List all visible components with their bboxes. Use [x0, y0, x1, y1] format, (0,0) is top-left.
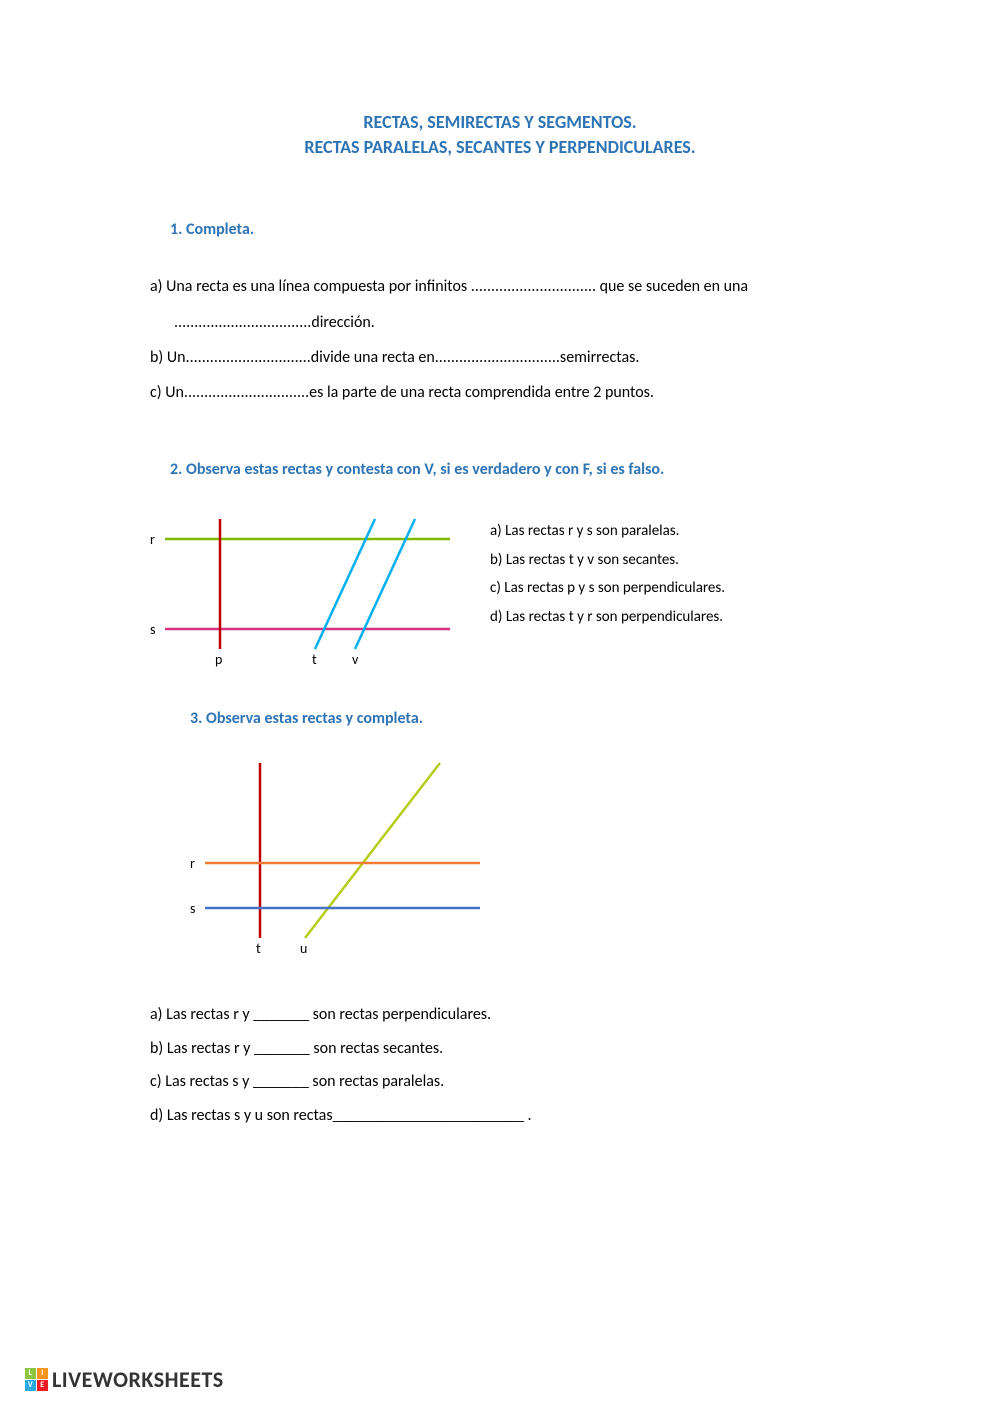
page-title: RECTAS, SEMIRECTAS Y SEGMENTOS. RECTAS P…	[150, 110, 850, 160]
ex1-b: b) Un...............................divi…	[150, 340, 850, 375]
logo-cell: I	[37, 1368, 48, 1379]
ex1-heading: 1. Completa.	[150, 220, 850, 239]
title-line1: RECTAS, SEMIRECTAS Y SEGMENTOS.	[150, 110, 850, 135]
label-u3: u	[300, 940, 307, 957]
label-s: s	[150, 621, 155, 638]
ex3-heading: 3. Observa estas rectas y completa.	[150, 709, 850, 728]
ex2-d: d) Las rectas t y r son perpendiculares.	[490, 603, 725, 632]
ex2-c: c) Las rectas p y s son perpendiculares.	[490, 574, 725, 603]
label-p: p	[215, 651, 222, 668]
footer: L I V E LIVEWORKSHEETS	[25, 1366, 224, 1393]
ex3-diagram: r s t u	[180, 758, 500, 958]
logo-cell: E	[37, 1380, 48, 1391]
footer-logo-icon: L I V E	[25, 1368, 48, 1391]
title-line2: RECTAS PARALELAS, SECANTES Y PERPENDICUL…	[150, 135, 850, 160]
label-r3: r	[190, 855, 195, 872]
ex3-answers: a) Las rectas r y _______ son rectas per…	[150, 998, 850, 1132]
label-t: t	[312, 651, 317, 668]
exercise-2: 2. Observa estas rectas y contesta con V…	[150, 460, 850, 1132]
ex2-heading: 2. Observa estas rectas y contesta con V…	[150, 460, 850, 479]
ex2-b: b) Las rectas t y v son secantes.	[490, 546, 725, 575]
ex1-a: a) Una recta es una línea compuesta por …	[150, 269, 850, 304]
logo-cell: L	[25, 1368, 36, 1379]
ex3-svg	[180, 758, 500, 958]
ex3-b: b) Las rectas r y _______ son rectas sec…	[150, 1032, 850, 1066]
label-r: r	[150, 531, 155, 548]
ex1-a-cont: ..................................direcc…	[150, 305, 850, 340]
label-s3: s	[190, 900, 195, 917]
footer-text: LIVEWORKSHEETS	[52, 1366, 224, 1393]
ex2-svg	[150, 509, 460, 669]
exercise-1: 1. Completa. a) Una recta es una línea c…	[150, 220, 850, 410]
ex2-a: a) Las rectas r y s son paralelas.	[490, 517, 725, 546]
ex3-a: a) Las rectas r y _______ son rectas per…	[150, 998, 850, 1032]
ex2-diagram: r s p t v	[150, 509, 460, 669]
label-t3: t	[256, 940, 261, 957]
label-v: v	[352, 651, 358, 668]
logo-cell: V	[25, 1380, 36, 1391]
ex3-c: c) Las rectas s y _______ son rectas par…	[150, 1065, 850, 1099]
ex3-d: d) Las rectas s y u son rectas__________…	[150, 1099, 850, 1133]
ex2-answers: a) Las rectas r y s son paralelas. b) La…	[490, 509, 725, 669]
ex1-c: c) Un...............................es l…	[150, 375, 850, 410]
